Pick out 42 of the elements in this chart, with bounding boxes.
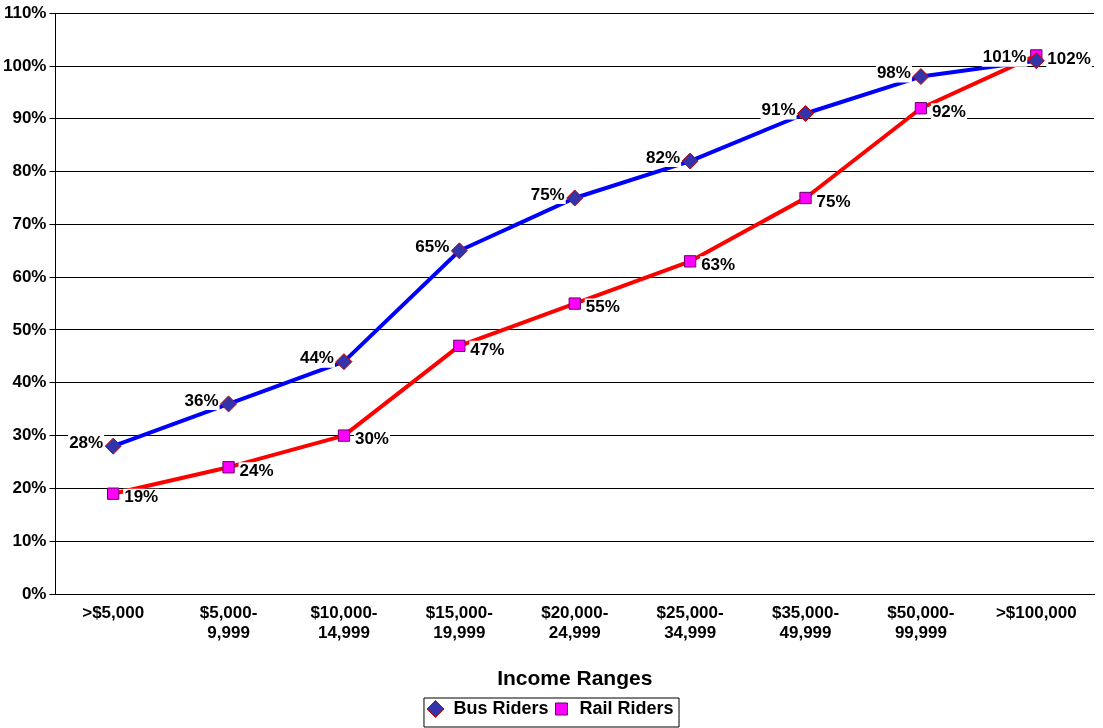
data-label: 55% [585,297,620,317]
y-tick-label: 60% [12,266,47,286]
data-label: 92% [931,101,966,121]
x-tick-label: $10,000-14,999 [310,602,378,643]
data-label: 98% [876,63,911,83]
x-tick-label: $5,000-9,999 [199,602,258,643]
data-label: 19% [124,487,159,507]
legend-label: Bus Riders [453,697,549,718]
data-label: 75% [816,191,851,211]
data-label: 28% [69,432,104,452]
x-tick-label: $25,000-34,999 [656,602,724,643]
y-tick-label: 110% [3,2,47,22]
data-label: 30% [354,429,389,449]
y-tick-label: 70% [12,214,47,234]
y-tick-label: 0% [21,583,47,603]
x-tick-label: >$100,000 [995,602,1077,622]
y-tick-label: 100% [3,55,47,75]
y-tick-label: 40% [12,372,47,392]
y-tick-label: 80% [12,161,47,181]
x-tick-label: $35,000-49,999 [771,602,840,643]
x-tick-label: $20,000-24,999 [541,602,609,643]
data-label: 36% [184,390,219,410]
data-label: 91% [761,100,796,120]
y-tick-label: 30% [12,425,47,445]
legend-label: Rail Riders [579,697,674,718]
data-label: 63% [701,255,736,275]
data-label: 24% [239,460,274,480]
y-tick-label: 90% [12,108,47,128]
data-label: 75% [530,184,565,204]
x-axis-title: Income Ranges [497,666,653,690]
data-label: 65% [415,237,450,257]
data-label: 101% [982,47,1027,67]
x-tick-label: $15,000-19,999 [425,602,493,643]
y-tick-label: 50% [12,319,47,339]
data-label: 47% [470,339,505,359]
y-tick-label: 10% [12,530,47,550]
data-label: 44% [299,348,334,368]
y-tick-label: 20% [12,478,47,498]
x-tick-label: $50,000-99,999 [887,602,955,643]
x-tick-label: >$5,000 [82,602,145,622]
data-label: 102% [1047,49,1091,69]
data-label: 82% [646,147,681,167]
